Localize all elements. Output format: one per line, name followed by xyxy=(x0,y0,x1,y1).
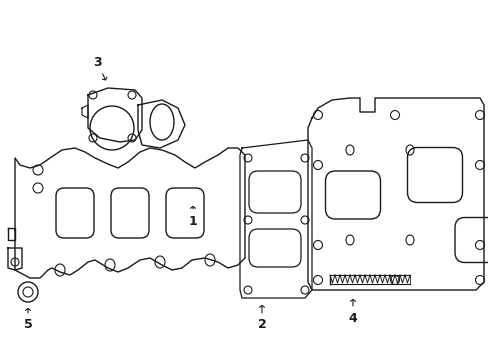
Text: 1: 1 xyxy=(188,207,197,228)
Text: 3: 3 xyxy=(93,55,107,80)
Text: 2: 2 xyxy=(257,306,266,332)
Text: 4: 4 xyxy=(348,300,357,324)
Text: 5: 5 xyxy=(23,309,32,332)
